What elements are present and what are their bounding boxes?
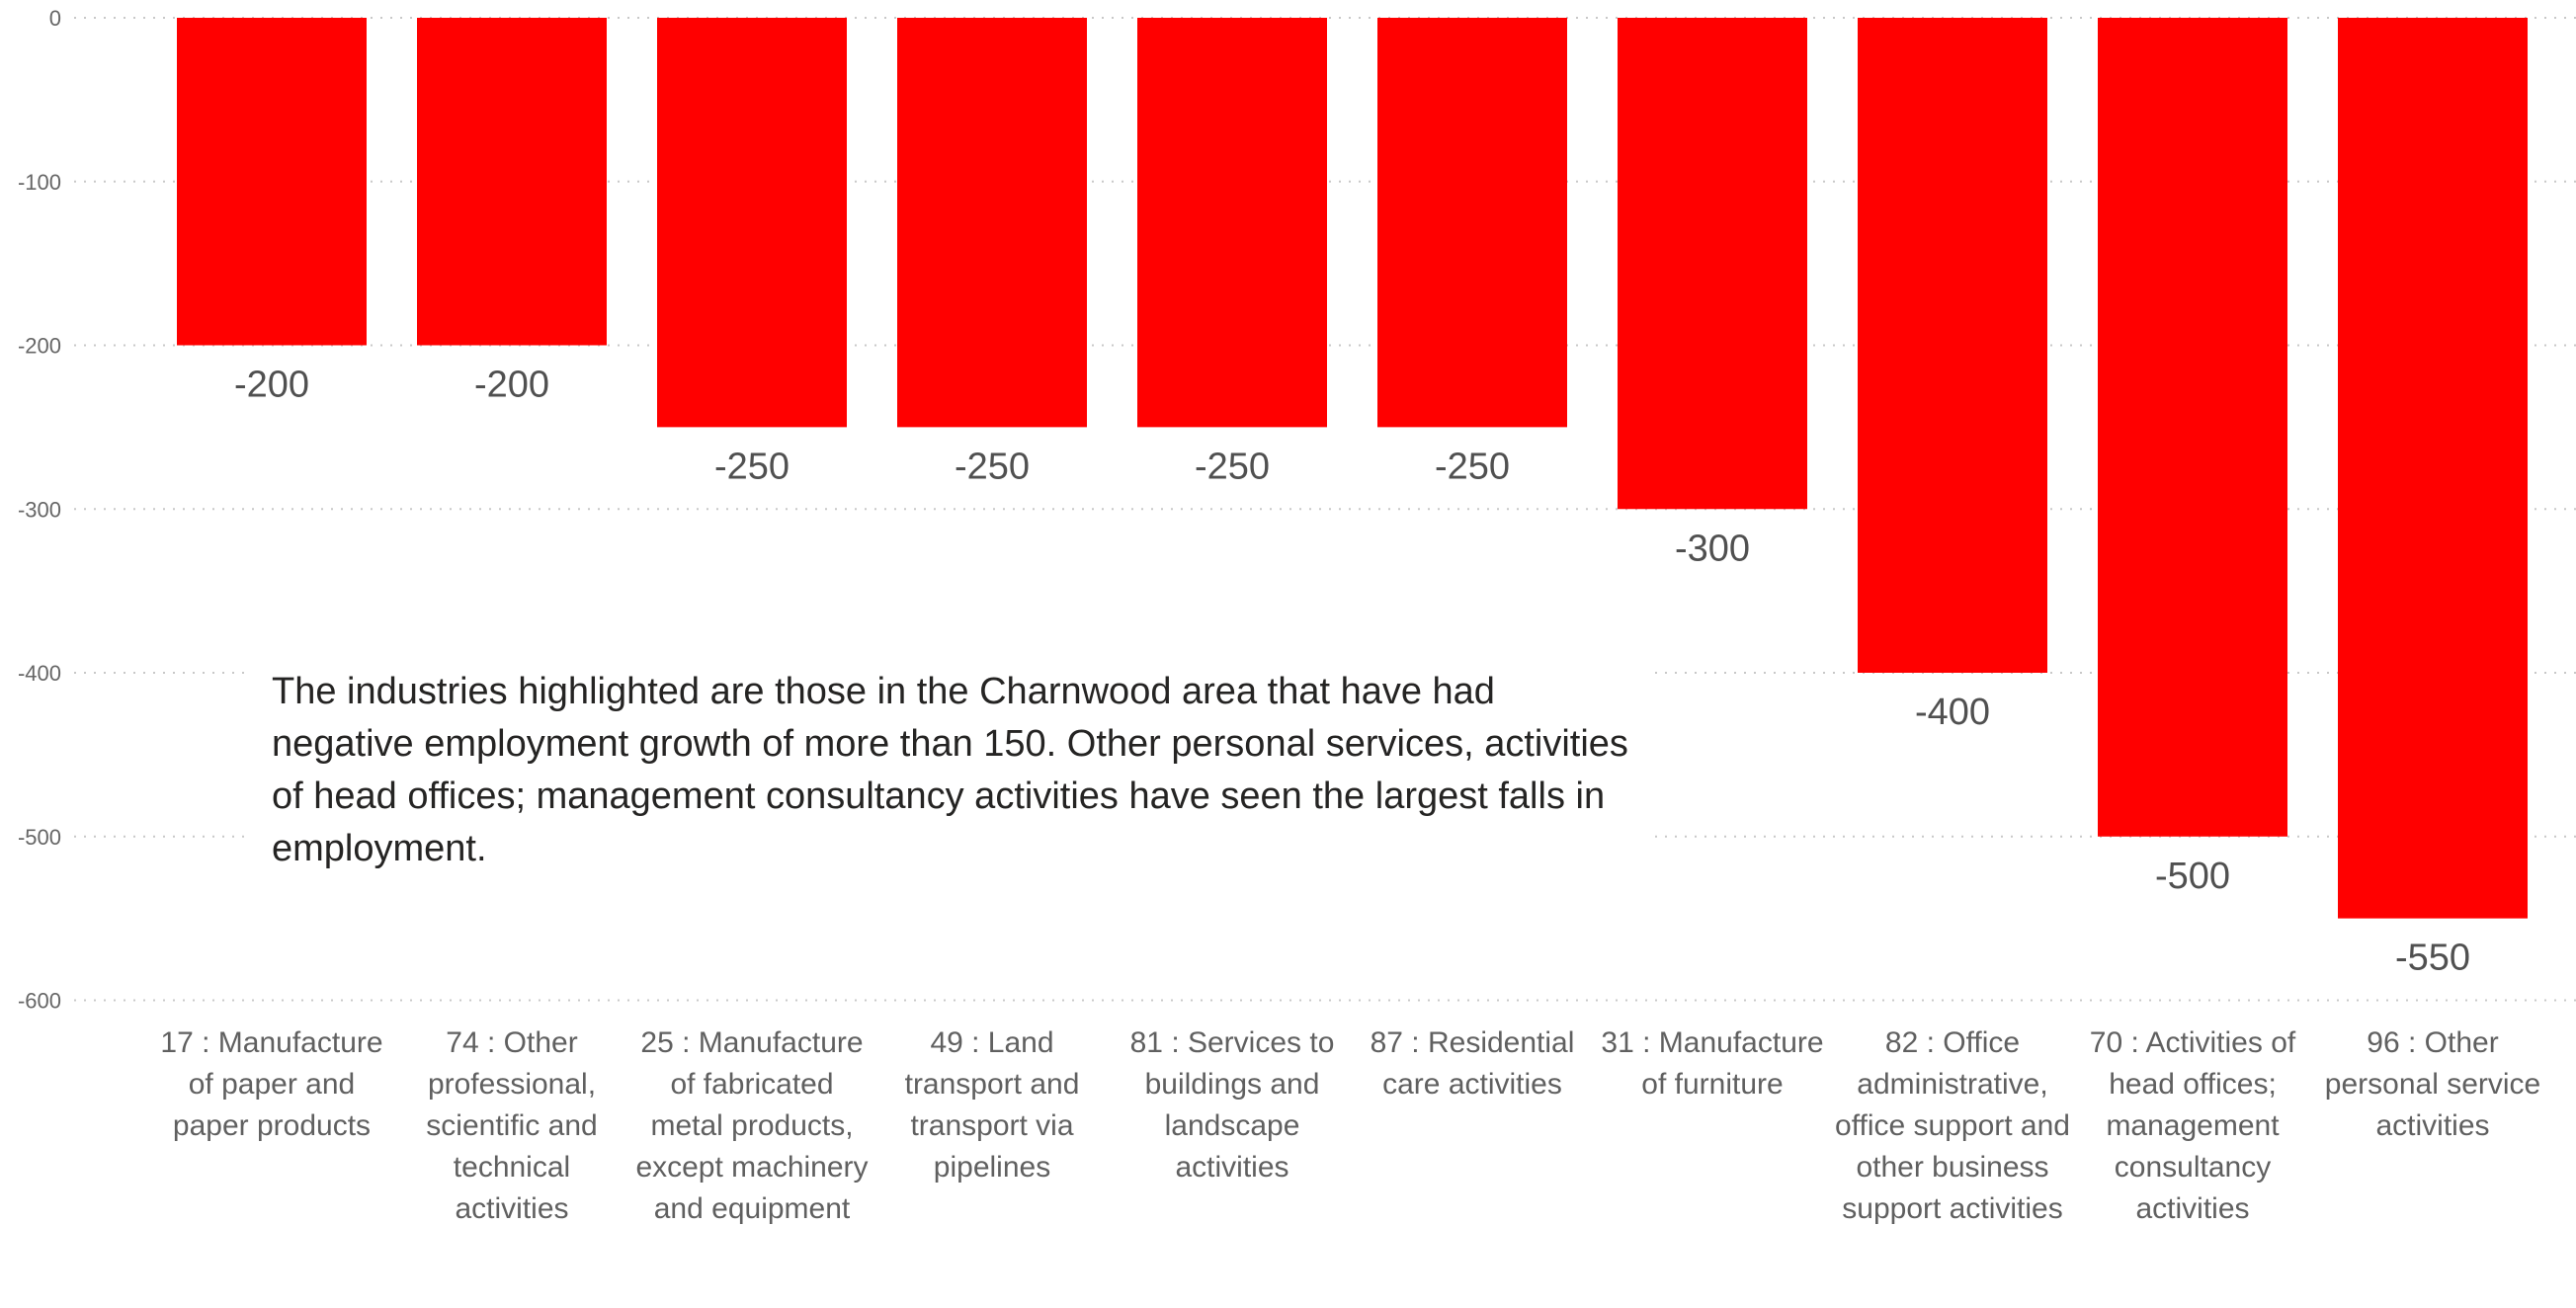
bar[interactable] [1618, 18, 1807, 510]
bar[interactable] [1377, 18, 1567, 428]
y-tick-label: 0 [49, 6, 61, 31]
bars [177, 18, 2528, 919]
bar[interactable] [657, 18, 847, 428]
x-tick-label: 87 : Residential care activities [1370, 1026, 1575, 1101]
x-tick-label: 17 : Manufacture of paper and paper prod… [160, 1026, 383, 1142]
chart-annotation: The industries highlighted are those in … [252, 656, 1655, 893]
bar[interactable] [2098, 18, 2287, 837]
x-tick-label: 49 : Land transport and transport via pi… [904, 1026, 1080, 1184]
data-labels: -200 -200 -250 -250 -250 -250 -300 -400 -500 -550 [234, 365, 2470, 979]
y-tick-label: -400 [18, 661, 61, 686]
data-label: -200 [234, 365, 309, 406]
x-tick-label: 70 : Activities of head offices; managem… [2089, 1026, 2296, 1225]
x-tick-label: 74 : Other professional, scientific and … [426, 1026, 598, 1225]
x-tick-label: 31 : Manufacture of furniture [1601, 1026, 1824, 1101]
y-tick-label: -200 [18, 334, 61, 359]
data-label: -250 [955, 446, 1030, 487]
x-tick-label: 81 : Services to buildings and landscape… [1129, 1026, 1335, 1184]
data-label: -250 [1435, 446, 1510, 487]
y-axis-ticks: 0 -100 -200 -300 -400 -500 -600 [18, 6, 61, 1014]
bar[interactable] [1137, 18, 1327, 428]
bar[interactable] [897, 18, 1087, 428]
x-tick-label: 25 : Manufacture of fabricated metal pro… [635, 1026, 869, 1225]
data-label: -300 [1675, 528, 1750, 569]
data-label: -250 [1195, 446, 1270, 487]
y-tick-label: -300 [18, 497, 61, 522]
x-tick-label: 96 : Other personal service activities [2324, 1026, 2541, 1142]
bar[interactable] [1858, 18, 2047, 673]
data-label: -400 [1915, 692, 1990, 733]
y-tick-label: -100 [18, 170, 61, 195]
data-label: -500 [2155, 856, 2230, 897]
bar[interactable] [417, 18, 607, 346]
bar[interactable] [177, 18, 367, 346]
bar[interactable] [2338, 18, 2528, 919]
x-tick-label: 82 : Office administrative, office suppo… [1835, 1026, 2070, 1225]
y-tick-label: -500 [18, 825, 61, 850]
data-label: -550 [2395, 938, 2470, 979]
y-tick-label: -600 [18, 989, 61, 1014]
data-label: -250 [714, 446, 789, 487]
data-label: -200 [474, 365, 549, 406]
